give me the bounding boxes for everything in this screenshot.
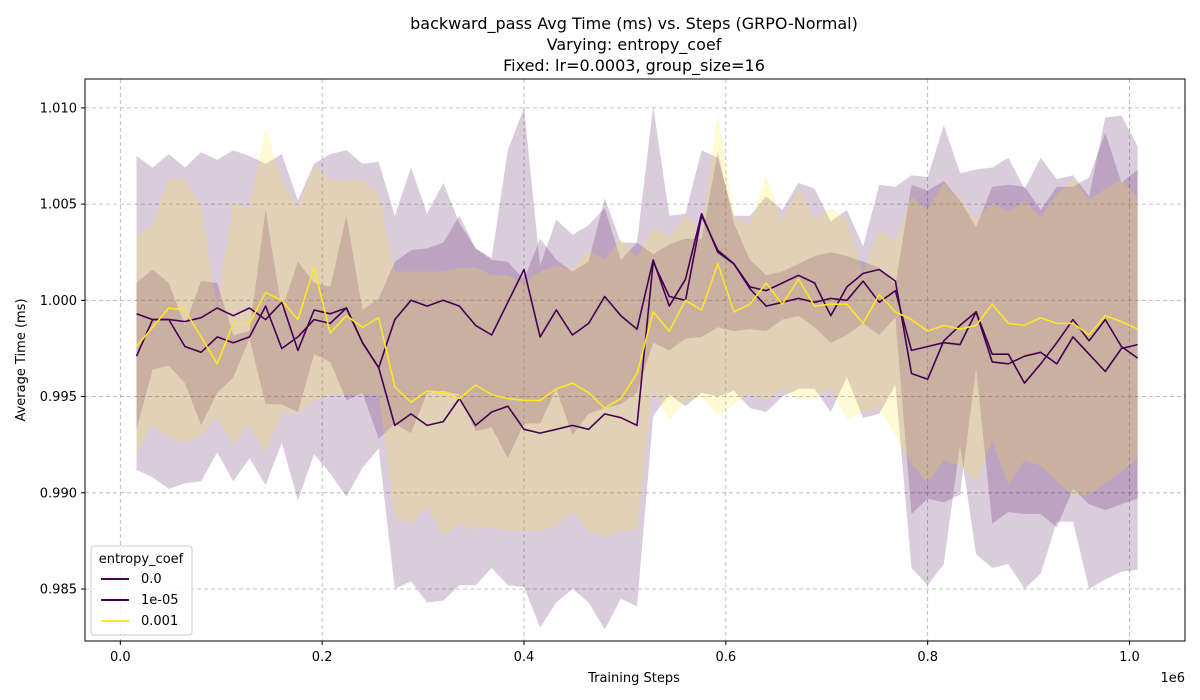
series-0-band (136, 132, 1138, 528)
x-tick-label: 0.2 (312, 650, 333, 665)
grid-lines (85, 79, 1185, 641)
legend: entropy_coef 0.0 1e-05 0.001 (90, 545, 193, 636)
chart-title-line-2: Varying: entropy_coef (547, 35, 722, 55)
y-axis-label: Average Time (ms) (14, 298, 29, 421)
y-axis-ticks: 0.985 0.990 0.995 1.000 1.005 1.010 (40, 101, 85, 598)
y-tick-label: 0.985 (40, 583, 77, 598)
x-tick-label: 0.6 (715, 650, 736, 665)
legend-title: entropy_coef (99, 552, 184, 567)
x-axis-multiplier: 1e6 (1160, 671, 1185, 686)
x-axis-label: Training Steps (587, 671, 680, 686)
x-axis-ticks: 0.0 0.2 0.4 0.6 0.8 1.0 (110, 641, 1140, 665)
chart-title-line-1: backward_pass Avg Time (ms) vs. Steps (G… (410, 14, 858, 34)
series-2-line (135, 262, 1138, 409)
y-tick-label: 1.010 (40, 101, 77, 116)
series-0-line (136, 212, 1139, 384)
legend-frame (90, 545, 193, 636)
legend-entry-label: 0.0 (141, 572, 162, 587)
legend-entry-label: 0.001 (141, 614, 178, 629)
chart-title: backward_pass Avg Time (ms) vs. Steps (G… (410, 14, 858, 76)
series-1-line (135, 214, 1138, 434)
legend-entries: 0.0 1e-05 0.001 (101, 572, 179, 629)
legend-entry-label: 1e-05 (141, 593, 179, 608)
x-tick-label: 0.8 (917, 650, 938, 665)
chart-title-line-3: Fixed: lr=0.0003, group_size=16 (503, 56, 765, 76)
confidence-bands (136, 105, 1138, 630)
x-tick-label: 1.0 (1119, 650, 1140, 665)
y-tick-label: 1.005 (40, 198, 77, 213)
series-1-band (136, 105, 1138, 630)
series-lines (135, 212, 1139, 434)
x-tick-label: 0.0 (110, 650, 131, 665)
series-2-band (136, 113, 1138, 538)
y-tick-label: 0.995 (40, 390, 77, 405)
y-tick-label: 1.000 (40, 294, 77, 309)
plot-area-frame (84, 78, 1186, 642)
x-tick-label: 0.4 (514, 650, 535, 665)
y-tick-label: 0.990 (40, 486, 77, 501)
